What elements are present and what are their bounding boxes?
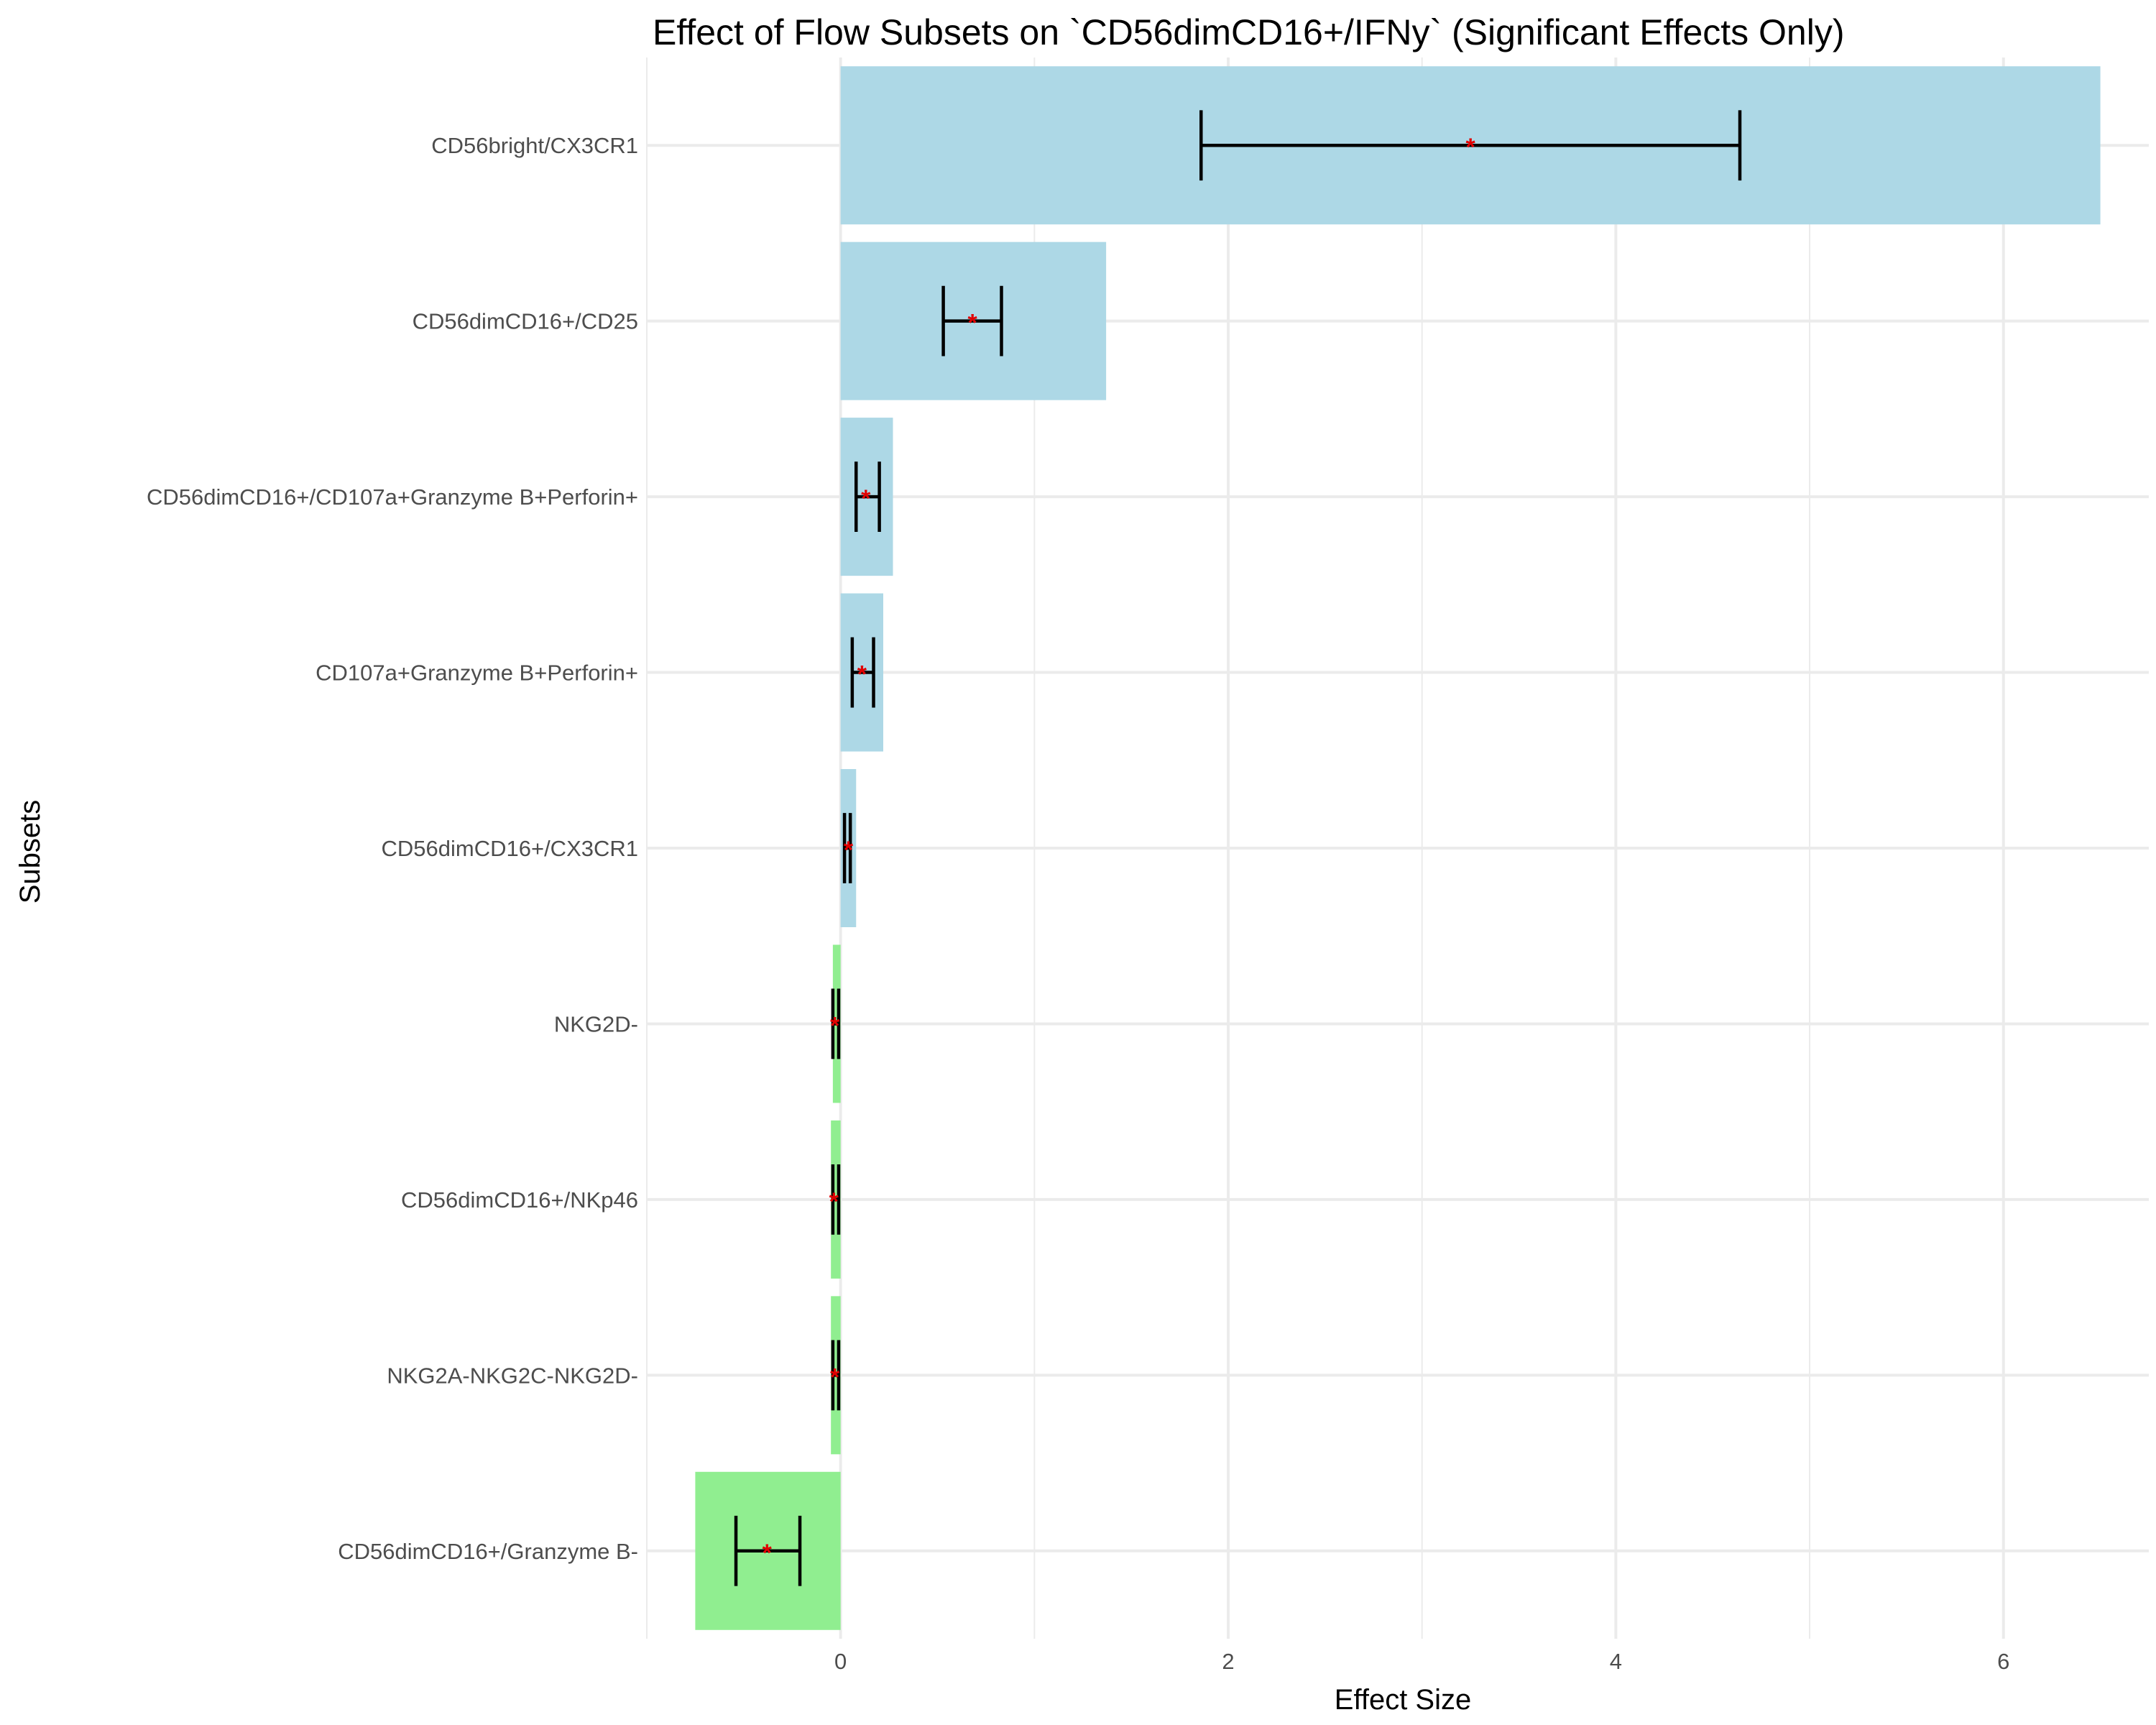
x-tick-label: 6 [1997, 1649, 2009, 1674]
error-bar [854, 461, 881, 532]
error-bar [734, 1515, 802, 1586]
y-tick-labels: CD56bright/CX3CR1 CD56dimCD16+/CD25 CD56di… [147, 133, 638, 1564]
significance-marker: * [1466, 134, 1476, 161]
y-tick-label: CD56dimCD16+/CD107a+Granzyme B+Perforin+ [147, 484, 638, 510]
error-bar [850, 637, 875, 708]
y-tick-label: NKG2A-NKG2C-NKG2D- [387, 1363, 638, 1388]
significance-marker: * [830, 1363, 840, 1391]
significance-marker: * [861, 485, 871, 512]
y-tick-label: CD56dimCD16+/CX3CR1 [382, 836, 639, 861]
significance-marker: * [857, 661, 867, 689]
error-bar [831, 1164, 841, 1235]
x-axis-title: Effect Size [1335, 1684, 1471, 1716]
y-axis-title: Subsets [14, 800, 46, 904]
error-bar [831, 988, 841, 1059]
chart-title: Effect of Flow Subsets on `CD56dimCD16+/… [653, 12, 1845, 52]
x-tick-label: 4 [1610, 1649, 1622, 1674]
error-bar [941, 285, 1003, 356]
significance-markers: * * * * * * * * * [763, 134, 1476, 1567]
significance-marker: * [844, 837, 854, 864]
significance-marker: * [763, 1540, 773, 1567]
significance-marker: * [829, 1188, 839, 1215]
x-tick-labels: 0 2 4 6 [834, 1649, 2009, 1674]
significance-marker: * [967, 310, 977, 337]
error-bars [734, 110, 1742, 1586]
grid [646, 58, 2149, 1639]
x-tick-label: 2 [1222, 1649, 1234, 1674]
significance-marker: * [830, 1012, 840, 1039]
y-tick-label: CD56bright/CX3CR1 [431, 133, 638, 158]
y-tick-label: CD56dimCD16+/NKp46 [401, 1187, 638, 1213]
error-bar [1199, 110, 1742, 181]
y-tick-label: CD56dimCD16+/CD25 [413, 309, 638, 334]
x-tick-label: 0 [834, 1649, 847, 1674]
error-bar [842, 813, 852, 883]
error-bar [831, 1340, 841, 1411]
y-tick-label: NKG2D- [554, 1011, 638, 1036]
y-tick-label: CD56dimCD16+/Granzyme B- [338, 1539, 638, 1564]
y-tick-label: CD107a+Granzyme B+Perforin+ [315, 661, 638, 686]
